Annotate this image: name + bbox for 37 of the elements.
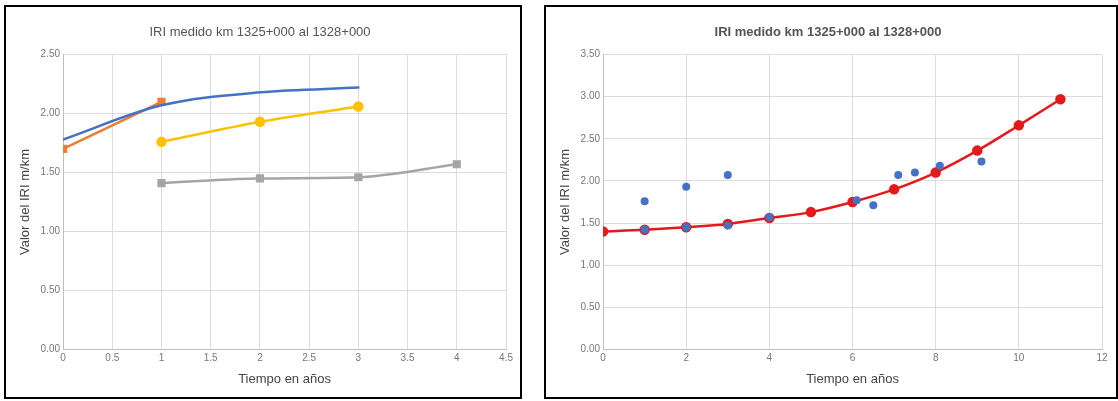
x-tick-label: 1 <box>158 352 165 364</box>
x-tick-label: 4.5 <box>499 352 514 364</box>
y-tick-label: 2.00 <box>40 107 61 119</box>
y-tick-label: 0.50 <box>40 284 61 296</box>
y-tick-label: 2.50 <box>40 48 61 60</box>
x-tick-label: 0.5 <box>105 352 120 364</box>
y-tick-label: 1.00 <box>580 258 601 270</box>
y-tick-label: 0.00 <box>580 343 601 355</box>
y-tick-label: 2.50 <box>580 132 601 144</box>
x-tick-label: 2.5 <box>302 352 317 364</box>
y-tick-label: 3.00 <box>580 90 601 102</box>
x-tick-label: 10 <box>1013 352 1025 364</box>
x-axis-title: Tiempo en años <box>238 370 332 386</box>
x-tick-label: 3 <box>355 352 362 364</box>
x-tick-label: 8 <box>932 352 939 364</box>
x-axis-title: Tiempo en años <box>806 370 900 386</box>
x-tick-label: 6 <box>849 352 856 364</box>
y-tick-label: 3.50 <box>580 48 601 60</box>
chart-title: IRI medido km 1325+000 al 1328+000 <box>714 24 942 40</box>
x-tick-label: 0 <box>600 352 607 364</box>
y-axis-title: Valor del IRI m/km <box>17 149 33 255</box>
x-tick-label: 2 <box>257 352 264 364</box>
x-tick-label: 2 <box>683 352 690 364</box>
x-tick-label: 3.5 <box>400 352 415 364</box>
x-tick-label: 4 <box>454 352 460 364</box>
y-tick-label: 0.00 <box>40 343 61 355</box>
chart-title: IRI medido km 1325+000 al 1328+000 <box>149 24 371 40</box>
y-axis-title: Valor del IRI m/km <box>557 149 573 255</box>
x-tick-label: 4 <box>766 352 773 364</box>
y-tick-label: 1.50 <box>40 166 61 178</box>
y-tick-label: 2.00 <box>580 174 601 186</box>
y-tick-label: 1.50 <box>580 216 601 228</box>
y-tick-label: 1.00 <box>40 225 61 237</box>
x-tick-label: 1.5 <box>203 352 219 364</box>
y-tick-label: 0.50 <box>580 301 601 313</box>
x-tick-label: 0 <box>60 352 67 364</box>
x-tick-label: 12 <box>1096 352 1108 364</box>
